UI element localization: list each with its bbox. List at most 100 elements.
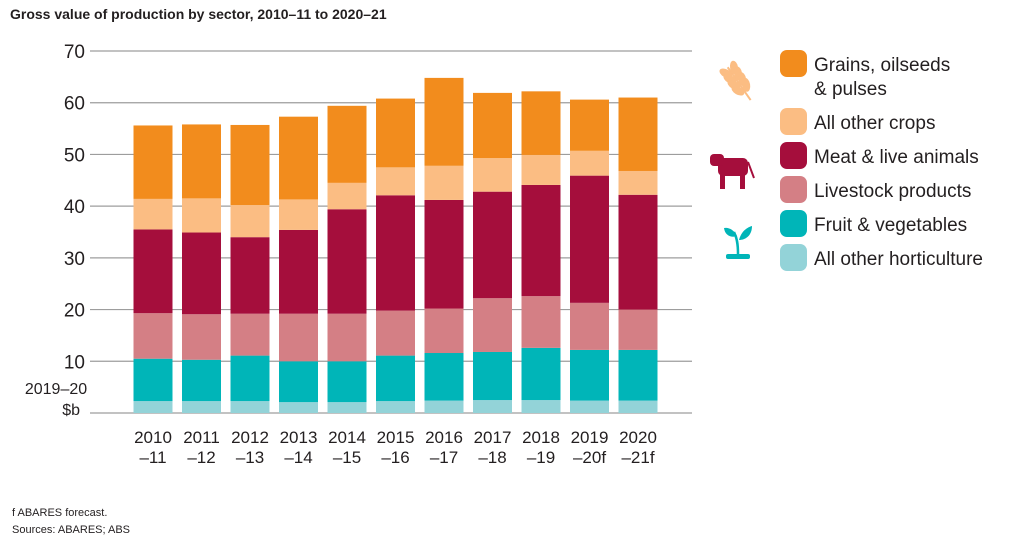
chart-title: Gross value of production by sector, 201…	[10, 6, 387, 22]
legend-item: Meat & live animals	[780, 142, 979, 169]
x-tick-label: 2016	[425, 428, 463, 447]
y-tick-label: 40	[64, 197, 85, 218]
wheat-icon	[719, 60, 752, 101]
bar-segment	[133, 358, 173, 402]
x-tick-label: 2018	[522, 428, 560, 447]
bar-segment	[570, 349, 609, 401]
bar-segment	[376, 355, 415, 402]
bar-segment	[230, 205, 270, 238]
bar-segment	[133, 401, 173, 413]
bar-segment	[133, 229, 173, 314]
bar-stack	[230, 124, 270, 413]
bar-stack	[424, 77, 464, 413]
y-tick-label: 50	[64, 145, 85, 166]
legend-swatch	[780, 108, 807, 135]
legend-item: Grains, oilseeds & pulses	[780, 50, 950, 100]
legend-swatch	[780, 142, 807, 169]
bar-segment	[521, 184, 561, 297]
legend: Grains, oilseeds & pulses All other crops M…	[780, 50, 983, 271]
sources-note: Sources: ABARES; ABS	[12, 524, 131, 536]
unit-label-year: 2019–20	[25, 381, 87, 398]
x-tick-label: –16	[381, 448, 409, 467]
bar-segment	[230, 237, 270, 314]
x-tick-label: 2015	[377, 428, 415, 447]
bar-segment	[376, 195, 415, 311]
bar-segment	[570, 175, 609, 303]
unit-label-currency: $b	[62, 402, 80, 419]
bar-segment	[521, 347, 561, 401]
bar-segment	[327, 105, 367, 183]
x-tick-label: –18	[478, 448, 506, 467]
x-tick-label: –14	[284, 448, 312, 467]
bar-segment	[327, 361, 367, 403]
legend-item: Livestock products	[780, 176, 971, 203]
bar-segment	[473, 191, 512, 299]
x-tick-label: 2011	[183, 428, 220, 447]
bar-stack	[570, 99, 609, 413]
y-tick-label: 20	[64, 301, 85, 322]
bar-segment	[521, 400, 561, 413]
bar-segment	[473, 298, 512, 352]
bar-segment	[424, 199, 464, 309]
legend-label: All other horticulture	[814, 249, 983, 270]
x-tick-label: –17	[430, 448, 458, 467]
y-tick-label: 70	[64, 42, 85, 63]
bar-segment	[182, 359, 221, 402]
bar-segment	[424, 165, 464, 200]
bar-segment	[521, 296, 561, 348]
legend-label: & pulses	[814, 79, 887, 100]
bar-segment	[279, 199, 318, 230]
bar-stack	[618, 97, 658, 413]
bar-segment	[618, 400, 658, 413]
bar-segment	[327, 402, 367, 413]
plant-sprout-icon	[724, 226, 752, 259]
x-tick-label: –20f	[573, 448, 606, 467]
x-axis-ticks: 2010–112011–122012–132013–142014–152015–…	[134, 428, 657, 467]
x-tick-label: –12	[187, 448, 215, 467]
x-tick-label: 2010	[134, 428, 172, 447]
bar-segment	[279, 116, 318, 200]
bar-segment	[376, 401, 415, 413]
bar-segment	[133, 198, 173, 230]
bar-segment	[473, 400, 512, 413]
bar-segment	[327, 182, 367, 210]
bar-stack	[279, 116, 318, 413]
bar-segment	[424, 308, 464, 354]
x-tick-label: 2012	[231, 428, 269, 447]
x-tick-label: –19	[527, 448, 555, 467]
bar-segment	[570, 99, 609, 151]
bar-stack	[473, 92, 512, 413]
x-tick-label: –11	[139, 448, 166, 467]
bar-segment	[521, 91, 561, 155]
x-tick-label: 2017	[474, 428, 512, 447]
legend-label: Grains, oilseeds	[814, 55, 950, 76]
bar-segment	[473, 351, 512, 401]
x-tick-label: –13	[236, 448, 264, 467]
bar-segment	[133, 125, 173, 199]
bar-segment	[376, 98, 415, 168]
bar-stack	[327, 105, 367, 413]
x-tick-label: 2019	[571, 428, 609, 447]
legend-label: Livestock products	[814, 181, 971, 202]
legend-swatch	[780, 176, 807, 203]
legend-item: Fruit & vegetables	[780, 210, 967, 237]
bar-segment	[521, 154, 561, 185]
legend-icons	[710, 60, 755, 259]
bar-segment	[279, 361, 318, 403]
legend-label: Fruit & vegetables	[814, 215, 967, 236]
bar-segment	[327, 313, 367, 362]
x-tick-label: 2020	[619, 428, 657, 447]
y-tick-label: 60	[64, 94, 85, 115]
bar-segment	[230, 313, 270, 356]
bar-segment	[618, 97, 658, 171]
bar-segment	[327, 209, 367, 314]
x-tick-label: –21f	[621, 448, 654, 467]
x-tick-label: 2014	[328, 428, 366, 447]
legend-swatch	[780, 210, 807, 237]
y-tick-label: 10	[64, 352, 85, 373]
x-tick-label: –15	[333, 448, 361, 467]
bar-segment	[182, 124, 221, 199]
bar-segment	[182, 314, 221, 360]
legend-item: All other horticulture	[780, 244, 983, 271]
